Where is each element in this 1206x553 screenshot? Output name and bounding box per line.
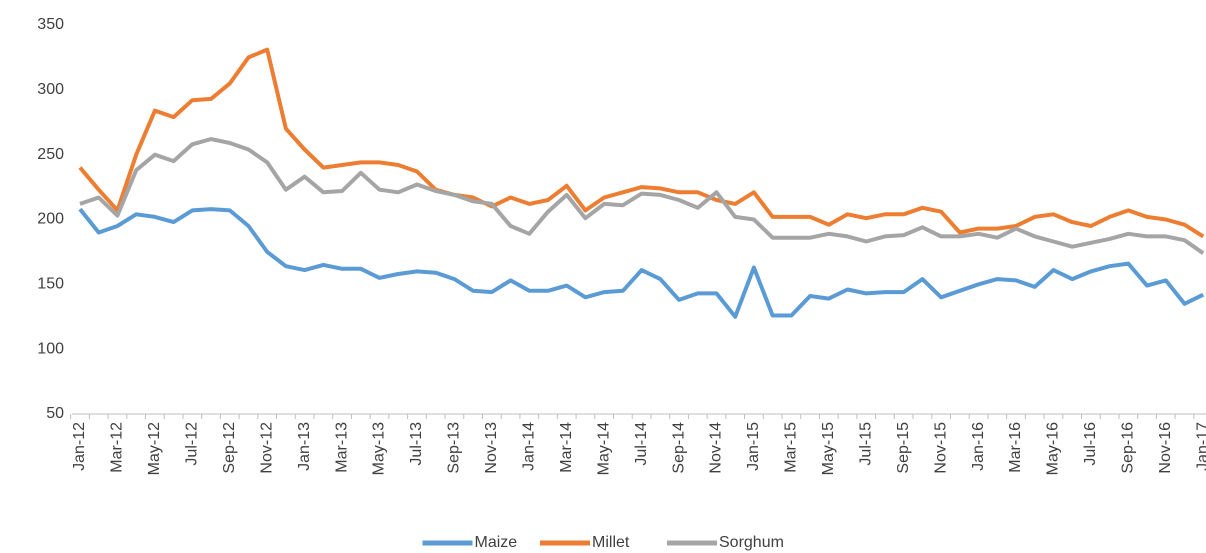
x-tick-label: Sep-16 <box>1120 422 1137 474</box>
x-tick-label: Nov-16 <box>1157 422 1174 474</box>
x-tick-label: Jan-14 <box>520 422 537 471</box>
x-tick-label: Nov-13 <box>483 422 500 474</box>
y-tick-label: 300 <box>37 81 64 98</box>
x-tick-label: May-15 <box>820 422 837 475</box>
series-line <box>78 207 1205 319</box>
x-tick-label: Jan-13 <box>296 422 313 471</box>
x-tick-label: Jul-14 <box>633 422 650 466</box>
y-tick-label: 100 <box>37 340 64 357</box>
y-tick-label: 200 <box>37 211 64 228</box>
x-tick-label: Sep-12 <box>221 422 238 474</box>
x-tick-label: Mar-15 <box>783 422 800 473</box>
x-tick-label: Nov-12 <box>258 422 275 474</box>
x-tick-label: May-12 <box>146 422 163 475</box>
x-tick-label: May-14 <box>595 422 612 475</box>
x-tick-label: Mar-16 <box>1007 422 1024 473</box>
y-tick-label: 150 <box>37 276 64 293</box>
x-tick-label: Mar-14 <box>558 422 575 473</box>
x-tick-label: Mar-12 <box>109 422 126 473</box>
x-tick-label: Jul-16 <box>1082 422 1099 466</box>
x-tick-label: Sep-15 <box>895 422 912 474</box>
x-tick-label: Sep-14 <box>670 422 687 474</box>
x-tick-label: Jan-12 <box>71 422 88 471</box>
x-tick-label: Jan-16 <box>970 422 987 471</box>
legend-label: Millet <box>592 534 630 551</box>
x-tick-label: Sep-13 <box>446 422 463 474</box>
x-tick-label: Jul-15 <box>857 422 874 466</box>
y-tick-label: 250 <box>37 146 64 163</box>
y-tick-label: 50 <box>46 405 64 422</box>
x-tick-label: Jul-12 <box>184 422 201 466</box>
y-tick-label: 350 <box>37 16 64 33</box>
x-tick-label: Nov-15 <box>932 422 949 474</box>
x-tick-label: May-13 <box>371 422 388 475</box>
x-tick-label: Nov-14 <box>708 422 725 474</box>
series-line <box>78 47 1205 239</box>
x-tick-label: May-16 <box>1045 422 1062 475</box>
x-tick-label: Jan-15 <box>745 422 762 471</box>
series-line <box>79 137 1205 255</box>
x-tick-label: Jan-17 <box>1194 422 1206 471</box>
legend-label: Sorghum <box>719 534 784 551</box>
legend-label: Maize <box>475 534 518 551</box>
x-tick-label: Jul-13 <box>408 422 425 466</box>
x-tick-label: Mar-13 <box>333 422 350 473</box>
